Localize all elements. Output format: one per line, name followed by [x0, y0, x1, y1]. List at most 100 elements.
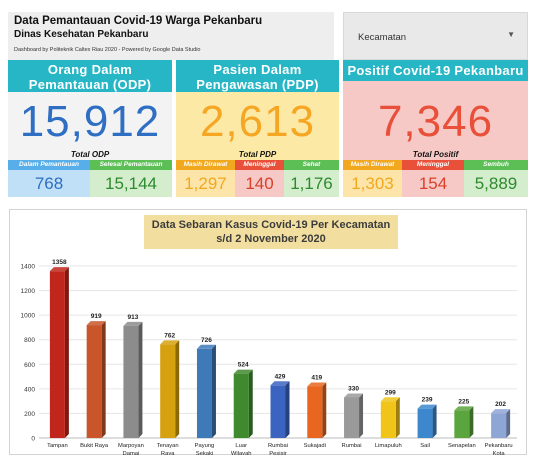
x-tick-label: Marpoyan [118, 443, 144, 449]
bar-side [506, 409, 511, 438]
odp-sub-selesai: Selesai Pemantauan 15,144 [90, 160, 172, 197]
bar-value-label: 429 [275, 373, 286, 380]
positif-sub-sembuh-label: Sembuh [464, 160, 528, 170]
odp-title: Orang Dalam Pemantauan (ODP) [8, 60, 172, 92]
bar-top [344, 393, 364, 398]
bar-value-label: 762 [164, 332, 175, 339]
bar-value-label: 202 [495, 401, 506, 408]
positif-sub-sembuh-value: 5,889 [474, 174, 518, 193]
bar-top [307, 382, 327, 387]
bar [307, 386, 323, 438]
x-tick-label: Sukajadi [304, 443, 326, 449]
y-tick-label: 1400 [21, 264, 36, 271]
bar-value-label: 524 [238, 362, 249, 369]
odp-title-line2: Pemantauan (ODP) [28, 77, 152, 92]
chart-title-line1: Data Sebaran Kasus Covid-19 Per Kecamata… [151, 219, 391, 231]
x-tick-label: Pekanbaru [485, 443, 513, 449]
bar-side [322, 382, 327, 438]
odp-panel: Orang Dalam Pemantauan (ODP) 15,912 Tota… [8, 60, 172, 197]
bar-top [380, 397, 400, 402]
bar-side [101, 321, 106, 438]
chart-title-line2: s/d 2 November 2020 [216, 233, 326, 245]
pdp-title-line1: Pasien Dalam [213, 62, 302, 77]
kecamatan-bar-chart: 0 200 400 600 800 1000 1200 1400 1358 Tampan 919 Bu… [21, 259, 517, 455]
bar [160, 344, 176, 438]
bar [344, 397, 360, 438]
pdp-sub-meninggal: Meninggal 140 [235, 160, 284, 197]
positif-sub-dirawat-label: Masih Dirawat [343, 160, 402, 170]
x-tick-label: Pesisir [269, 451, 286, 455]
pdp-title: Pasien Dalam Pengawasan (PDP) [176, 60, 339, 92]
positif-total-caption: Total Positif [412, 150, 459, 159]
x-tick-label: Luar [235, 443, 247, 449]
chevron-down-icon: ▼ [507, 30, 515, 39]
bar [380, 401, 396, 438]
bar [86, 325, 102, 438]
positif-sub-meninggal-label: Meninggal [402, 160, 464, 170]
x-tick-label: Bukit Raya [80, 443, 109, 449]
chart-title: Data Sebaran Kasus Covid-19 Per Kecamata… [144, 215, 398, 249]
bar-side [138, 321, 143, 438]
y-tick-label: 600 [24, 362, 35, 369]
odp-total-caption: Total ODP [70, 150, 110, 159]
kecamatan-dropdown[interactable]: Kecamatan ▼ [343, 12, 528, 60]
bar-top [86, 321, 106, 326]
bar-side [469, 406, 474, 438]
x-tick-label: Tenayan [157, 443, 179, 449]
odp-sub-dalam-value: 768 [34, 174, 64, 193]
y-tick-label: 0 [31, 436, 35, 443]
bar-top [49, 267, 69, 272]
bar-top [454, 406, 474, 411]
positif-sub-dirawat: Masih Dirawat 1,303 [343, 160, 402, 197]
pdp-title-line2: Pengawasan (PDP) [196, 77, 319, 92]
y-tick-label: 1000 [21, 313, 36, 320]
bar-value-label: 225 [458, 398, 469, 405]
bar [454, 410, 470, 438]
x-tick-label: Damai [123, 451, 140, 455]
dashboard-header: Data Pemantauan Covid-19 Warga Pekanbaru… [8, 12, 334, 60]
x-tick-label: Raya [161, 451, 175, 455]
bar-side [395, 397, 400, 438]
y-tick-label: 200 [24, 411, 35, 418]
bar [270, 385, 286, 438]
y-tick-label: 400 [24, 386, 35, 393]
bar-side [359, 393, 364, 438]
positif-sub-meninggal: Meninggal 154 [402, 160, 464, 197]
bar-value-label: 919 [91, 313, 102, 320]
pdp-sub-sehat: Sehat 1,176 [284, 160, 339, 197]
bar-value-label: 239 [422, 397, 433, 404]
bar-value-label: 299 [385, 389, 396, 396]
dashboard-subtitle: Dinas Kesehatan Pekanbaru [14, 29, 149, 40]
bar [49, 271, 65, 438]
bar-top [491, 409, 511, 414]
pdp-sub-dirawat: Masih Dirawat 1,297 [176, 160, 235, 197]
bar-value-label: 913 [127, 314, 138, 321]
pdp-sub-dirawat-value: 1,297 [184, 174, 227, 193]
x-tick-label: Wilayah [231, 451, 252, 455]
bar [417, 408, 433, 438]
y-tick-label: 800 [24, 337, 35, 344]
positif-title: Positif Covid-19 Pekanbaru [343, 60, 528, 81]
pdp-total-caption: Total PDP [238, 150, 277, 159]
bar-top [160, 340, 180, 345]
pdp-sub-sehat-value: 1,176 [290, 174, 333, 193]
pdp-sub-sehat-label: Sehat [284, 160, 339, 170]
positif-panel: Positif Covid-19 Pekanbaru 7,346 Total P… [343, 60, 528, 197]
odp-sub-selesai-value: 15,144 [105, 174, 157, 193]
bar-top [270, 381, 290, 386]
positif-total: 7,346 [377, 97, 494, 146]
x-tick-label: Payung [195, 443, 215, 449]
bar-top [123, 321, 143, 326]
pdp-panel: Pasien Dalam Pengawasan (PDP) 2,613 Tota… [176, 60, 339, 197]
bar-value-label: 330 [348, 385, 359, 392]
dashboard-credit: Dashboard by Politeknik Caltex Riau 2020… [14, 47, 201, 53]
bar-side [285, 381, 290, 438]
bar-value-label: 726 [201, 337, 212, 344]
bar [491, 413, 507, 438]
odp-sub-dalam-label: Dalam Pemantauan [8, 160, 90, 170]
bar-side [211, 344, 216, 438]
bar [123, 325, 139, 438]
y-tick-label: 1200 [21, 288, 36, 295]
positif-sub-dirawat-value: 1,303 [351, 174, 394, 193]
odp-total: 15,912 [19, 97, 161, 146]
